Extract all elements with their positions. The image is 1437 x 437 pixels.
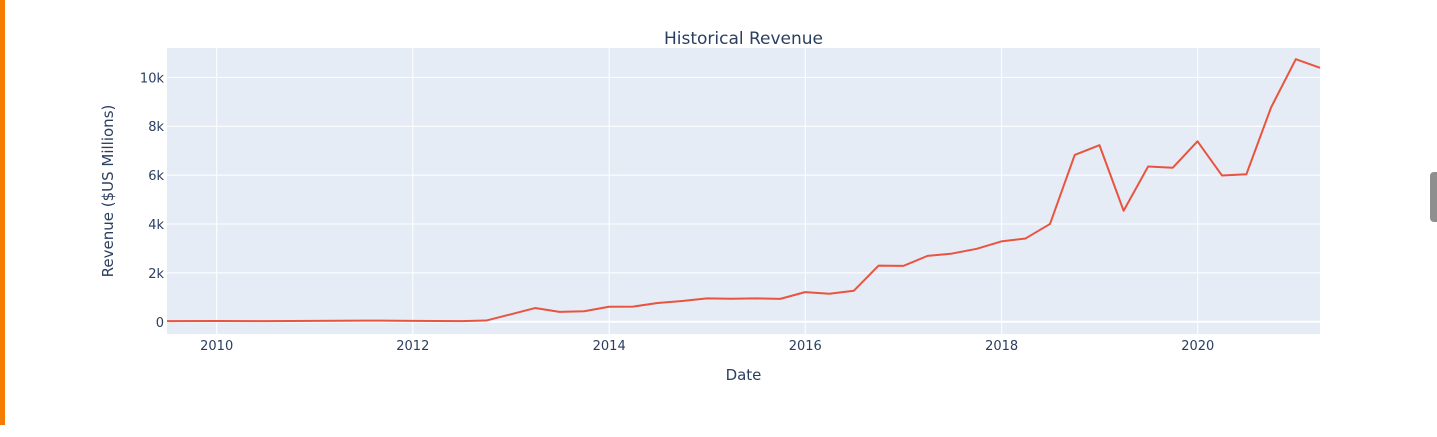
data-point[interactable] <box>411 319 415 323</box>
data-point[interactable] <box>582 309 586 313</box>
scrollbar-thumb[interactable] <box>1430 172 1437 222</box>
plot-area[interactable] <box>167 48 1320 334</box>
data-point[interactable] <box>1269 105 1273 109</box>
data-point[interactable] <box>631 305 635 309</box>
data-point[interactable] <box>557 310 561 314</box>
data-point[interactable] <box>459 319 463 323</box>
x-tick-label: 2010 <box>200 339 233 354</box>
y-tick-label: 6k <box>148 169 164 184</box>
y-gridlines <box>167 76 1320 274</box>
data-point[interactable] <box>1294 57 1298 61</box>
data-point[interactable] <box>1244 172 1248 176</box>
y-tick-label: 8k <box>148 120 164 135</box>
data-point[interactable] <box>1024 236 1028 240</box>
data-point[interactable] <box>877 264 881 268</box>
data-point[interactable] <box>509 312 513 316</box>
x-tick-label: 2012 <box>396 339 429 354</box>
x-gridlines <box>216 48 1199 334</box>
data-point[interactable] <box>950 252 954 256</box>
data-point[interactable] <box>165 319 169 323</box>
data-point[interactable] <box>1171 166 1175 170</box>
x-axis-title: Date <box>726 366 762 384</box>
data-point[interactable] <box>533 306 537 310</box>
data-point[interactable] <box>926 254 930 258</box>
data-point[interactable] <box>999 239 1003 243</box>
data-point[interactable] <box>361 319 365 323</box>
data-point[interactable] <box>1097 143 1101 147</box>
data-point[interactable] <box>607 305 611 309</box>
x-tick-label: 2020 <box>1181 339 1214 354</box>
data-point[interactable] <box>214 319 218 323</box>
x-tick-label: 2014 <box>593 339 626 354</box>
data-point[interactable] <box>803 290 807 294</box>
data-point[interactable] <box>1196 139 1200 143</box>
x-tick-label: 2016 <box>789 339 822 354</box>
accent-bar <box>0 0 5 425</box>
data-point[interactable] <box>975 247 979 251</box>
y-tick-label: 4k <box>148 218 164 233</box>
x-tick-labels: 2010 2012 2014 2016 2018 2020 <box>200 339 1214 354</box>
y-tick-labels: 0 2k 4k 6k 8k 10k <box>140 71 165 330</box>
y-axis-title: Revenue ($US Millions) <box>99 105 117 278</box>
data-point[interactable] <box>656 301 660 305</box>
data-point[interactable] <box>827 292 831 296</box>
y-tick-label: 10k <box>140 71 165 86</box>
data-point[interactable] <box>1073 153 1077 157</box>
data-point[interactable] <box>1122 209 1126 213</box>
data-point[interactable] <box>705 296 709 300</box>
data-point[interactable] <box>852 289 856 293</box>
data-point[interactable] <box>1146 165 1150 169</box>
data-point[interactable] <box>1318 66 1322 70</box>
data-point[interactable] <box>778 297 782 301</box>
data-point[interactable] <box>1048 222 1052 226</box>
data-point[interactable] <box>484 319 488 323</box>
data-point[interactable] <box>263 319 267 323</box>
data-point[interactable] <box>754 296 758 300</box>
revenue-series-line[interactable] <box>166 58 1321 323</box>
y-tick-label: 2k <box>148 267 164 282</box>
chart-title: Historical Revenue <box>664 29 823 49</box>
x-tick-label: 2018 <box>985 339 1018 354</box>
data-point[interactable] <box>312 319 316 323</box>
y-tick-label: 0 <box>156 316 164 331</box>
data-point[interactable] <box>680 299 684 303</box>
data-point[interactable] <box>1220 173 1224 177</box>
data-point[interactable] <box>901 264 905 268</box>
data-point[interactable] <box>729 297 733 301</box>
